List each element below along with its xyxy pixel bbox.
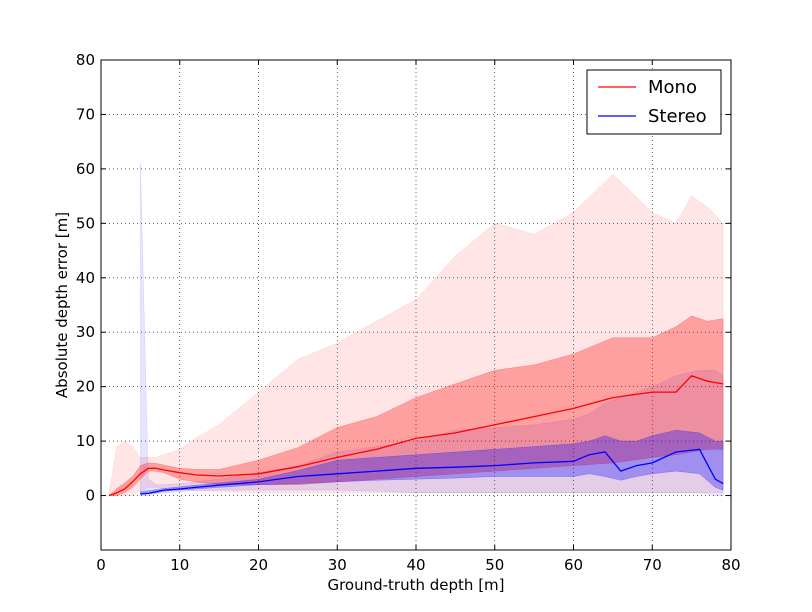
- axis-ticks: [100, 59, 732, 550]
- y-tick-label: 70: [76, 105, 95, 123]
- y-tick-label: 40: [76, 269, 95, 287]
- y-tick-label: 20: [76, 378, 95, 396]
- x-axis-tick-labels: 0 10 20 30 40 50 60 70 80: [96, 556, 740, 574]
- series-lines: [108, 375, 724, 497]
- stereo-outer-band: [140, 163, 724, 496]
- x-tick-label: 50: [485, 556, 504, 574]
- y-tick-label: 10: [76, 432, 95, 450]
- y-tick-label: 80: [76, 51, 95, 69]
- outer-bands: [108, 163, 724, 496]
- x-tick-label: 70: [643, 556, 662, 574]
- x-tick-label: 80: [721, 556, 740, 574]
- y-tick-label: 60: [76, 160, 95, 178]
- mono-inner-band: [108, 315, 724, 496]
- x-tick-label: 60: [564, 556, 583, 574]
- legend: Mono Stereo: [586, 69, 722, 135]
- legend-label-stereo: Stereo: [648, 106, 707, 127]
- x-axis-label: Ground-truth depth [m]: [327, 576, 504, 594]
- y-tick-label: 50: [76, 214, 95, 232]
- x-tick-label: 30: [328, 556, 347, 574]
- y-tick-label: 0: [85, 487, 95, 505]
- x-tick-label: 20: [249, 556, 268, 574]
- mono-outer-band: [108, 173, 724, 496]
- x-tick-label: 0: [96, 556, 106, 574]
- stereo-mean-line: [140, 448, 724, 495]
- mono-mean-line: [108, 375, 724, 497]
- x-tick-label: 40: [406, 556, 425, 574]
- x-tick-label: 10: [170, 556, 189, 574]
- y-axis-tick-labels: 0 10 20 30 40 50 60 70 80: [76, 51, 95, 505]
- legend-label-mono: Mono: [648, 77, 697, 98]
- legend-box: [586, 69, 722, 135]
- y-tick-label: 30: [76, 323, 95, 341]
- y-axis-label: Absolute depth error [m]: [53, 212, 71, 398]
